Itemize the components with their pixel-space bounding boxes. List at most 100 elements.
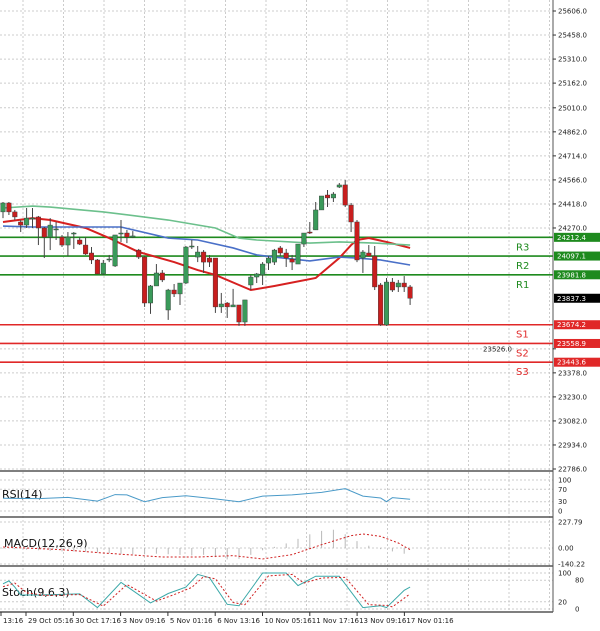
candle	[47, 218, 53, 251]
candle-body	[354, 221, 360, 261]
stochastic-panel: Stoch(9,6,3) 100 80 20 0	[0, 570, 584, 614]
candle-body	[307, 231, 313, 234]
candle	[177, 282, 183, 305]
candle	[271, 248, 277, 266]
candle-body	[53, 228, 59, 231]
candle	[378, 283, 384, 326]
candle-body	[260, 263, 266, 276]
candle	[266, 256, 272, 271]
time-tick-label: 3 Nov 09:16	[123, 617, 166, 625]
candle	[24, 208, 30, 228]
candle-body	[342, 184, 348, 206]
level-price-label: 24097.1	[557, 253, 586, 261]
candle-body	[189, 245, 195, 248]
candle	[153, 264, 159, 287]
candle-body	[289, 258, 295, 263]
candle	[6, 201, 12, 215]
level-price-label: 23443.6	[557, 359, 586, 367]
candle-body	[153, 272, 159, 287]
candle-body	[407, 286, 413, 299]
candle-body	[325, 194, 331, 199]
level-price-badge	[554, 357, 600, 367]
time-tick-label: 13 Nov 09:16	[359, 617, 407, 625]
level-name-s3: S3	[516, 367, 529, 378]
price-tick-label: 25010.0	[558, 104, 587, 112]
level-price-badge	[554, 338, 600, 348]
candle	[401, 276, 407, 292]
candle	[18, 220, 24, 233]
candle	[53, 221, 59, 240]
candle-body	[12, 211, 18, 218]
candle	[124, 229, 130, 244]
candle-body	[224, 302, 230, 308]
panel-tick-label: 30	[558, 498, 567, 506]
candle-body	[112, 234, 118, 267]
candle	[242, 299, 248, 326]
candle	[206, 254, 212, 267]
candle	[342, 180, 348, 208]
time-tick-label: 6 Nov 13:16	[217, 617, 260, 625]
macd-title: MACD(12,26,9)	[4, 537, 88, 550]
candle-body	[319, 195, 325, 211]
candle	[348, 202, 354, 233]
level-price-badge	[554, 251, 600, 261]
candle-body	[395, 282, 401, 288]
candle-body	[254, 273, 260, 278]
candle	[59, 234, 65, 247]
candle-body	[159, 272, 165, 281]
time-tick-label: 10 Nov 05:16	[265, 617, 313, 625]
support-resistance-levels: R3 R2 R1 S1 S2 S3	[0, 236, 553, 378]
candle-body	[384, 281, 390, 326]
price-tick-label: 23082.0	[558, 417, 587, 425]
candle-body	[177, 282, 183, 295]
candles	[0, 180, 413, 326]
candle-body	[201, 251, 207, 263]
macd-panel: MACD(12,26,9) 227.79 0.00 -140.22	[0, 519, 585, 569]
level-price-label: 24212.4	[557, 234, 586, 242]
candle	[112, 234, 118, 267]
candle	[295, 243, 301, 265]
candle	[94, 259, 100, 275]
moving-average-ma-fast	[2, 217, 411, 292]
candle	[171, 284, 177, 298]
candle-body	[195, 251, 201, 258]
panel-tick-label: 80	[575, 577, 584, 585]
candle-body	[0, 202, 6, 213]
candle	[201, 250, 207, 273]
candle-body	[100, 262, 106, 275]
candle-body	[230, 304, 236, 308]
panel-tick-label: 70	[558, 486, 567, 494]
candle	[195, 246, 201, 263]
candle-body	[6, 202, 12, 213]
candle-body	[47, 224, 53, 238]
candle-body	[118, 232, 124, 235]
candle-body	[18, 221, 24, 226]
candle	[165, 288, 171, 320]
level-price-label: 23558.9	[557, 340, 586, 348]
level-name-r2: R2	[516, 261, 529, 272]
candle-body	[336, 184, 342, 188]
time-tick-label: 29 Oct 05:16	[28, 617, 74, 625]
candle	[313, 201, 319, 231]
price-tick-label: 25310.0	[558, 56, 587, 64]
current-price-label: 23837.3	[557, 295, 586, 303]
level-name-r1: R1	[516, 280, 529, 291]
candle	[283, 248, 289, 267]
level-name-s1: S1	[516, 330, 529, 341]
candle-body	[218, 303, 224, 308]
candle	[366, 245, 372, 257]
time-tick-label: 17 Nov 01:16	[406, 617, 454, 625]
candle-body	[41, 227, 47, 238]
candle	[142, 256, 148, 307]
candle	[130, 231, 136, 239]
candle	[395, 279, 401, 292]
candle	[0, 201, 6, 219]
candle	[330, 192, 336, 202]
candle-body	[59, 236, 65, 246]
moving-average-ma-slow	[2, 205, 411, 246]
candle	[254, 272, 260, 284]
price-tick-label: 23230.0	[558, 393, 587, 401]
candle	[30, 208, 36, 228]
panel-tick-label: -140.22	[558, 561, 585, 569]
